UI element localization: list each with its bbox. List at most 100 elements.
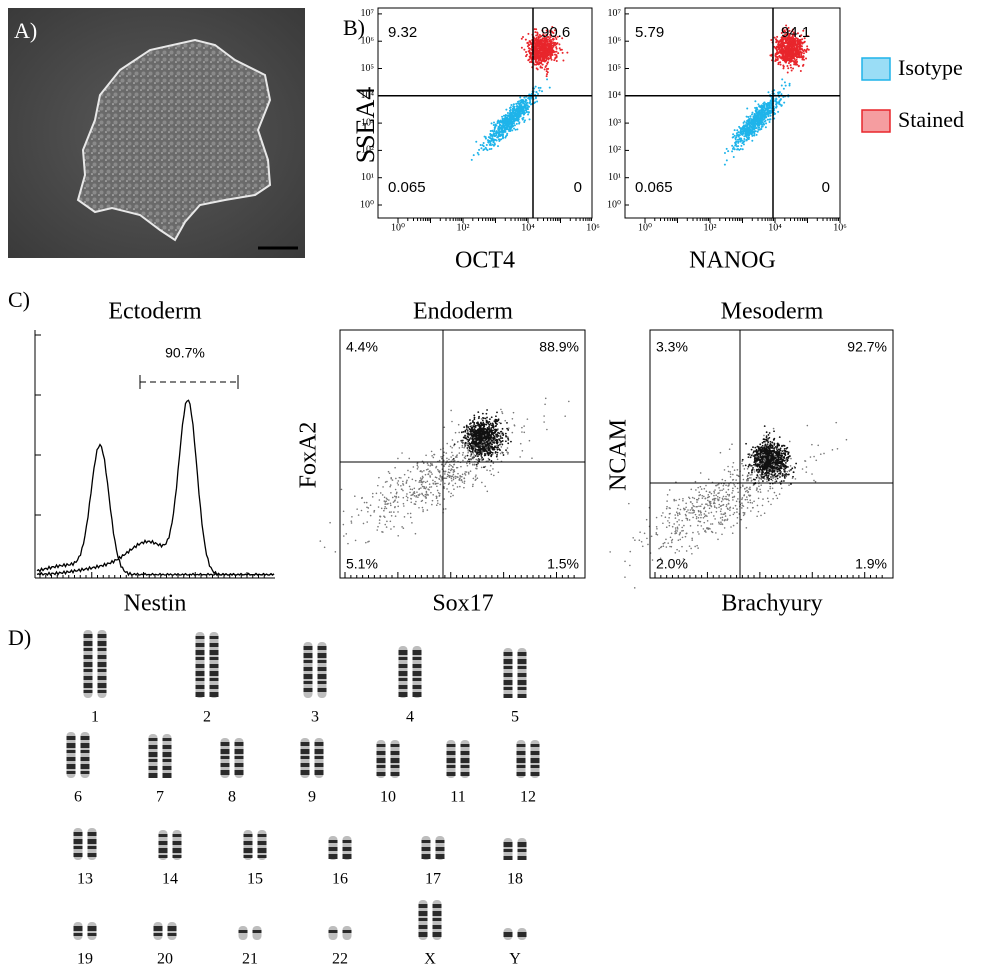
cell-dot — [475, 447, 477, 449]
cell-dot — [502, 428, 504, 430]
cell-dot — [527, 418, 529, 420]
isotype-dot — [735, 136, 737, 138]
cell-dot — [431, 463, 433, 465]
cell-dot — [467, 445, 469, 447]
isotype-dot — [507, 112, 509, 114]
cell-dot — [480, 455, 482, 457]
cell-dot — [455, 483, 457, 485]
isotype-dot — [754, 100, 756, 102]
cell-dot — [482, 413, 484, 415]
stained-dot — [536, 31, 538, 33]
isotype-dot — [489, 141, 491, 143]
stained-dot — [529, 42, 531, 44]
cell-dot — [418, 489, 420, 491]
x-axis-label: OCT4 — [455, 248, 515, 274]
stained-dot — [539, 46, 541, 48]
cell-dot — [474, 463, 476, 465]
cell-dot — [418, 494, 420, 496]
cell-dot — [493, 433, 495, 435]
cell-dot — [766, 437, 768, 439]
isotype-dot — [496, 139, 498, 141]
isotype-dot — [746, 107, 748, 109]
cell-dot — [773, 439, 775, 441]
cell-dot — [440, 456, 442, 458]
stained-dot — [547, 50, 549, 52]
cell-dot — [446, 443, 448, 445]
isotype-dot — [751, 122, 753, 124]
cell-dot — [505, 433, 507, 435]
cell-dot — [495, 451, 497, 453]
cell-dot — [467, 434, 469, 436]
cell-dot — [465, 430, 467, 432]
cell-dot — [403, 503, 405, 505]
cell-dot — [393, 511, 395, 513]
stained-dot — [781, 43, 783, 45]
cell-dot — [506, 422, 508, 424]
cell-dot — [461, 442, 463, 444]
stained-dot — [776, 47, 778, 49]
cell-dot — [472, 486, 474, 488]
stained-dot — [537, 34, 539, 36]
isotype-dot — [485, 147, 487, 149]
cell-dot — [443, 451, 445, 453]
cell-dot — [483, 427, 485, 429]
cell-dot — [389, 511, 391, 513]
isotype-dot — [512, 108, 514, 110]
isotype-dot — [758, 127, 760, 129]
stained-dot — [782, 59, 784, 61]
cell-dot — [476, 450, 478, 452]
y-tick-label: 10³ — [361, 117, 374, 128]
isotype-dot — [757, 120, 759, 122]
cell-dot — [476, 468, 478, 470]
stained-dot — [794, 42, 796, 44]
cell-dot — [445, 471, 447, 473]
cell-dot — [496, 456, 498, 458]
stained-dot — [566, 52, 568, 54]
cell-dot — [397, 506, 399, 508]
isotype-dot — [493, 124, 495, 126]
isotype-dot — [753, 122, 755, 124]
isotype-dot — [762, 126, 764, 128]
stained-dot — [803, 52, 805, 54]
isotype-dot — [767, 115, 769, 117]
isotype-dot — [510, 106, 512, 108]
cell-dot — [430, 463, 432, 465]
stained-dot — [528, 43, 530, 45]
isotype-dot — [763, 104, 765, 106]
stained-dot — [788, 43, 790, 45]
stained-dot — [546, 73, 548, 75]
isotype-dot — [761, 113, 763, 115]
cell-dot — [477, 459, 479, 461]
cell-dot — [464, 480, 466, 482]
cell-dot — [481, 460, 483, 462]
isotype-dot — [762, 121, 764, 123]
cell-dot — [431, 486, 433, 488]
legend-swatch — [862, 110, 890, 132]
isotype-dot — [495, 131, 497, 133]
cell-dot — [464, 457, 466, 459]
stained-dot — [799, 48, 801, 50]
cell-dot — [781, 450, 783, 452]
cell-dot — [423, 481, 425, 483]
cell-dot — [448, 482, 450, 484]
stained-dot — [782, 65, 784, 67]
stained-dot — [540, 65, 542, 67]
cell-dot — [451, 480, 453, 482]
cell-dot — [448, 459, 450, 461]
cell-dot — [754, 447, 756, 449]
isotype-dot — [513, 128, 515, 130]
cell-dot — [472, 420, 474, 422]
isotype-dot — [518, 119, 520, 121]
cell-dot — [505, 435, 507, 437]
cell-dot — [384, 524, 386, 526]
cell-dot — [390, 502, 392, 504]
isotype-dot — [483, 142, 485, 144]
isotype-dot — [751, 123, 753, 125]
isotype-dot — [736, 140, 738, 142]
isotype-dot — [776, 105, 778, 107]
cell-dot — [468, 472, 470, 474]
isotype-dot — [519, 108, 521, 110]
cell-dot — [390, 528, 392, 530]
cell-dot — [462, 452, 464, 454]
isotype-dot — [501, 126, 503, 128]
